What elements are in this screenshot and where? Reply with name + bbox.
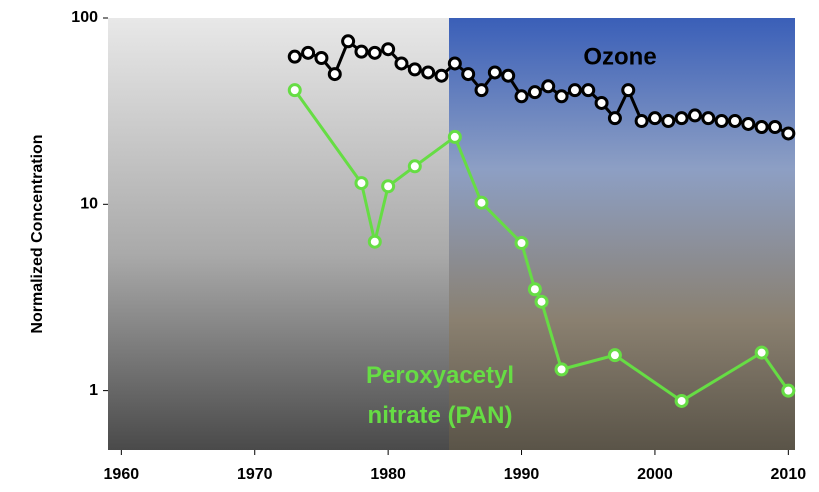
marker — [607, 348, 622, 363]
marker — [727, 113, 742, 128]
marker — [287, 83, 302, 98]
marker — [461, 67, 476, 82]
marker — [701, 111, 716, 126]
marker — [421, 65, 436, 80]
marker — [674, 393, 689, 408]
marker — [474, 83, 489, 98]
x-tick-label: 1980 — [370, 466, 406, 483]
y-tick-label: 1 — [89, 382, 98, 399]
marker — [781, 383, 796, 398]
marker — [754, 119, 769, 134]
marker — [501, 68, 516, 83]
marker — [434, 68, 449, 83]
marker — [567, 83, 582, 98]
marker — [474, 195, 489, 210]
marker — [514, 235, 529, 250]
marker — [741, 116, 756, 131]
marker — [407, 62, 422, 77]
x-tick-label: 1990 — [504, 466, 540, 483]
marker — [287, 49, 302, 64]
x-tick-label: 1970 — [237, 466, 273, 483]
marker — [447, 56, 462, 71]
marker — [767, 119, 782, 134]
marker — [487, 65, 502, 80]
marker — [407, 159, 422, 174]
ozone-label: Ozone — [583, 43, 656, 70]
marker — [367, 45, 382, 60]
marker — [754, 345, 769, 360]
marker — [634, 113, 649, 128]
marker — [381, 179, 396, 194]
marker — [301, 45, 316, 60]
marker — [674, 111, 689, 126]
marker — [781, 126, 796, 141]
marker — [354, 44, 369, 59]
marker — [534, 294, 549, 309]
x-tick-label: 2010 — [771, 466, 807, 483]
marker — [527, 85, 542, 100]
y-axis-label: Normalized Concentration — [29, 134, 46, 333]
marker — [541, 79, 556, 94]
marker — [647, 111, 662, 126]
marker — [447, 129, 462, 144]
y-tick-label: 10 — [80, 196, 98, 213]
marker — [661, 113, 676, 128]
marker — [581, 83, 596, 98]
marker — [327, 67, 342, 82]
pan-label: Peroxyacetyl nitrate (PAN) — [365, 362, 515, 429]
marker — [527, 282, 542, 297]
marker — [594, 95, 609, 110]
marker — [514, 89, 529, 104]
marker — [554, 89, 569, 104]
marker — [354, 176, 369, 191]
marker — [381, 42, 396, 57]
y-tick-label: 100 — [71, 9, 98, 26]
x-tick-label: 1960 — [104, 466, 140, 483]
marker — [621, 83, 636, 98]
marker — [341, 34, 356, 49]
marker — [607, 111, 622, 126]
marker — [714, 113, 729, 128]
marker — [367, 234, 382, 249]
marker — [554, 362, 569, 377]
marker — [394, 56, 409, 71]
x-tick-label: 2000 — [637, 466, 673, 483]
marker — [314, 50, 329, 65]
photo-past — [108, 18, 449, 450]
marker — [687, 108, 702, 123]
